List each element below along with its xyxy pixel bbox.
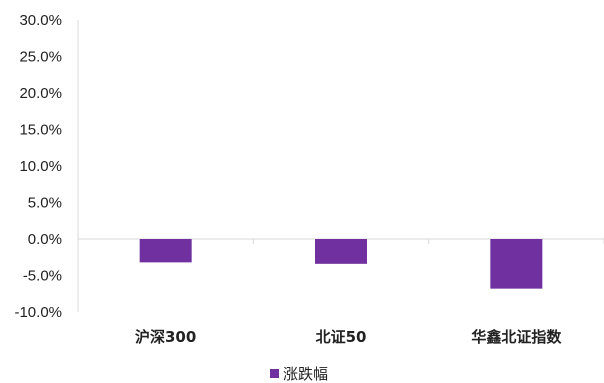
legend: 涨跌幅 — [270, 365, 328, 383]
legend-swatch — [270, 369, 279, 378]
bar-series — [139, 239, 543, 289]
x-axis-category-labels: 沪深300 北证50 华鑫北证指数 — [135, 328, 562, 346]
y-tick-label: 20.0% — [19, 85, 62, 102]
y-axis-tick-labels: 30.0% 25.0% 20.0% 15.0% 10.0% 5.0% 0.0% -5.0% -1… — [14, 12, 62, 321]
y-tick-label: 5.0% — [28, 195, 62, 212]
x-category-label: 沪深300 — [135, 328, 196, 346]
y-tick-label: 30.0% — [19, 12, 62, 29]
bar — [490, 239, 543, 289]
y-tick-label: 25.0% — [19, 49, 62, 66]
y-tick-label: 15.0% — [19, 122, 62, 139]
bar — [315, 239, 367, 264]
y-tick-label: -10.0% — [14, 304, 62, 321]
x-category-label: 华鑫北证指数 — [471, 328, 562, 346]
legend-label: 涨跌幅 — [283, 365, 328, 383]
bar — [139, 239, 192, 263]
x-axis-tick-marks — [252, 239, 604, 244]
x-category-label: 北证50 — [316, 328, 367, 346]
y-tick-label: -5.0% — [23, 268, 62, 285]
y-tick-label: 10.0% — [19, 158, 62, 175]
y-tick-label: 0.0% — [28, 231, 62, 248]
